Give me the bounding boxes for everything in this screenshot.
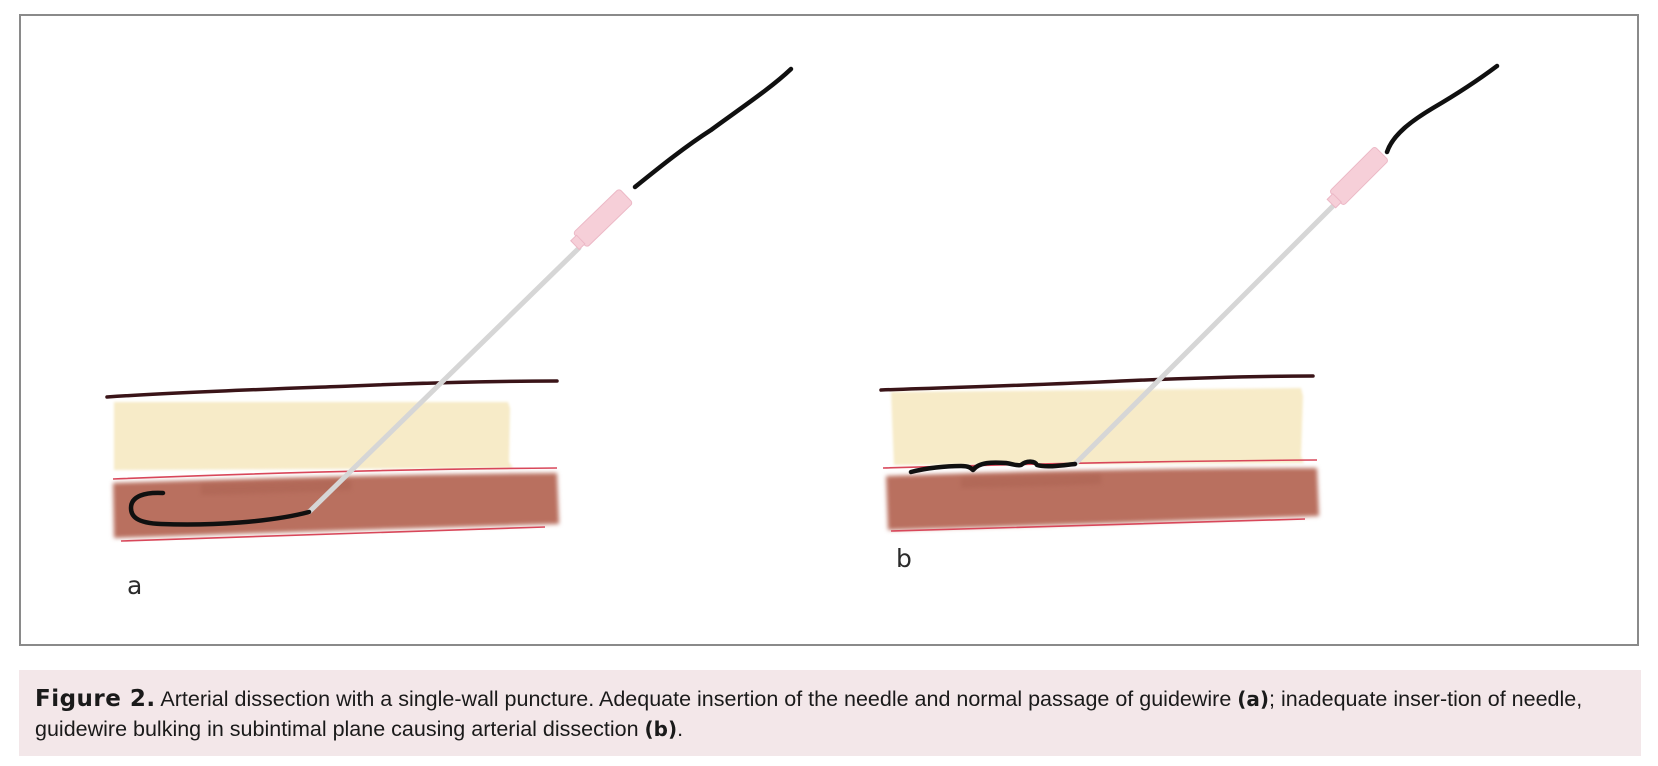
artery-top-edge-a [112, 467, 558, 480]
artery-bottom-edge-b [890, 518, 1306, 532]
figure-caption: Figure 2. Arterial dissection with a sin… [19, 670, 1641, 756]
artery-shading-b [961, 474, 1101, 488]
caption-text-part-3: . [677, 717, 684, 741]
skin-line-a [105, 379, 559, 399]
caption-reference-a: (a) [1237, 687, 1270, 711]
needle-a [306, 245, 582, 515]
artery-shading-a [201, 480, 351, 495]
panel-a: a [105, 66, 794, 600]
fat-layer-b [891, 388, 1304, 465]
needle-hub-b [1330, 147, 1388, 205]
caption-title: Figure 2. [35, 686, 156, 712]
panel-b: b [879, 63, 1500, 573]
guidewire-external-a [632, 66, 794, 190]
caption-reference-b: (b) [644, 717, 678, 741]
artery-bottom-edge-a [120, 526, 546, 542]
panel-label-b: b [896, 544, 912, 573]
arterial-puncture-diagram: a b [105, 63, 1500, 600]
needle-b [1072, 201, 1338, 467]
caption-text-part-1: Arterial dissection with a single-wall p… [155, 687, 1238, 711]
guidewire-external-b [1384, 63, 1500, 155]
caption-text-part-2: ; inadequate inser-tion of needle, guide… [35, 687, 1583, 741]
skin-line-b [879, 374, 1315, 392]
guidewire-intraluminal-a [128, 490, 312, 527]
panel-label-a: a [127, 571, 142, 600]
guidewire-subintimal-b [908, 459, 1078, 475]
fat-layer-a [114, 402, 513, 470]
figure-frame: a b [19, 14, 1639, 646]
needle-hub-a [573, 189, 633, 247]
